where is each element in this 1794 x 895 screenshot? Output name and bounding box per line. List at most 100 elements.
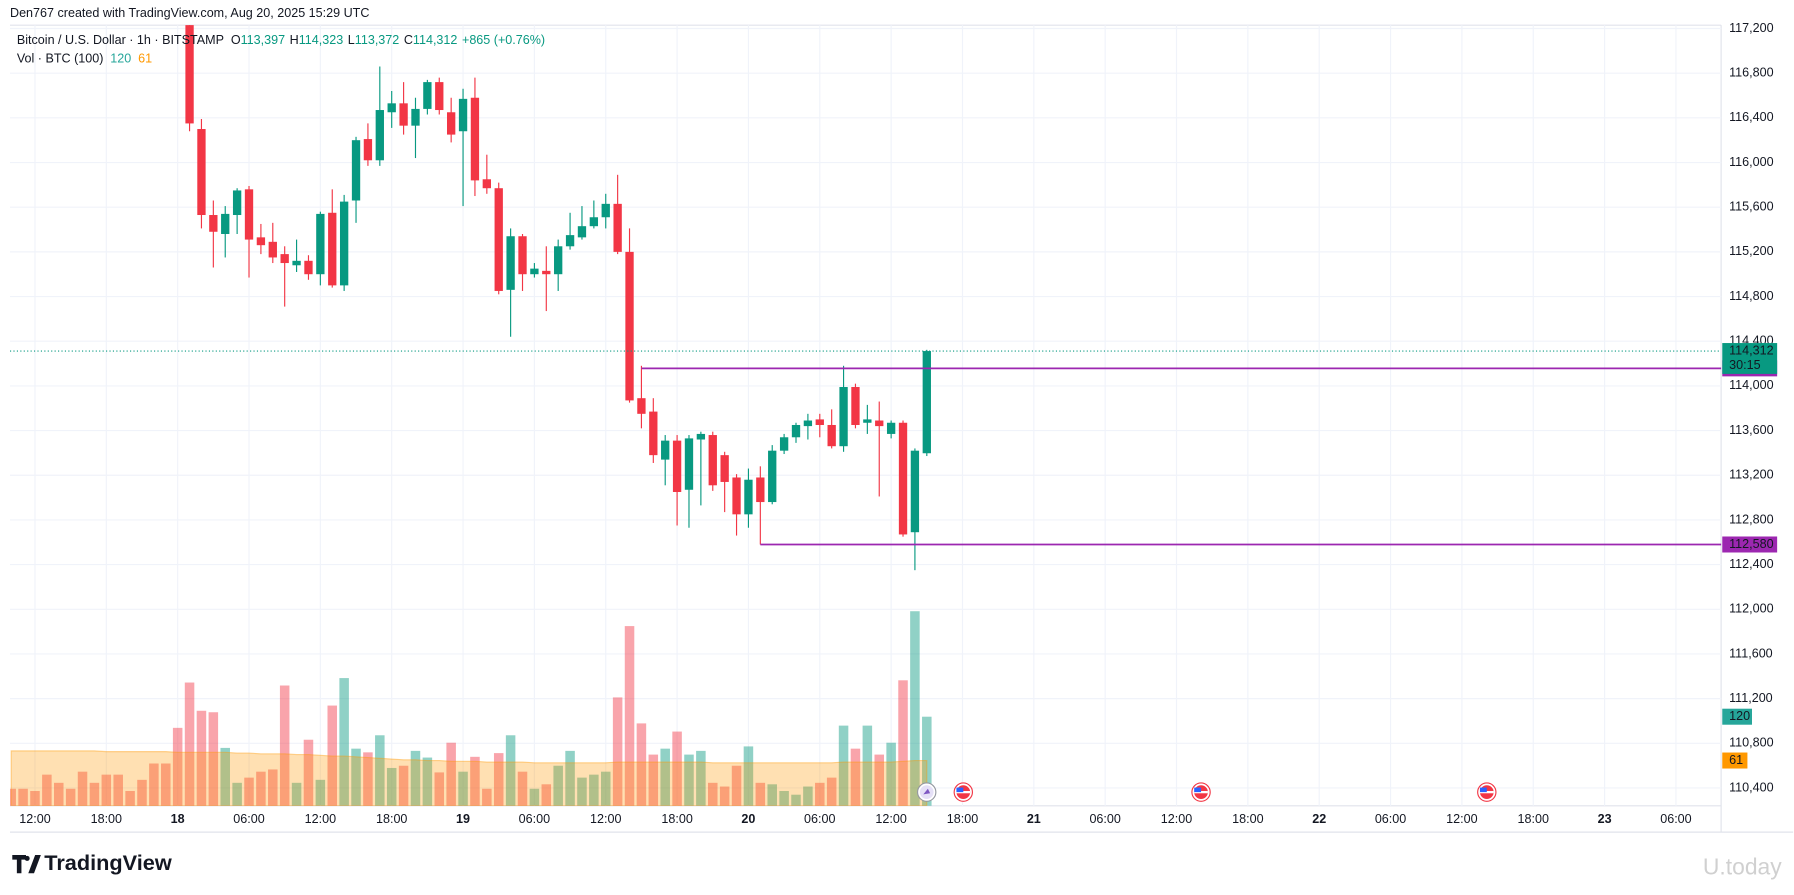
volume-ma-area [10, 750, 928, 806]
volume-bar [339, 678, 349, 806]
candle-body [839, 387, 848, 447]
candle-body [280, 254, 289, 264]
volume-bar [553, 765, 563, 806]
candle-body [554, 246, 563, 275]
volume-bar [398, 765, 409, 806]
y-tick-label: 112,800 [1729, 512, 1773, 526]
candle-body [399, 103, 408, 126]
candle-body [577, 226, 587, 238]
y-tick-label: 111,600 [1729, 646, 1773, 660]
candle-body [768, 450, 777, 503]
volume-bar [137, 779, 147, 806]
volume-bar [826, 777, 837, 806]
event-icon[interactable] [1477, 782, 1497, 802]
volume-bar [922, 716, 932, 806]
candle-body [851, 387, 860, 425]
volume-bar [53, 782, 64, 806]
candle-body [815, 419, 824, 425]
x-tick-label: 06:00 [1660, 812, 1691, 826]
y-tick-label: 116,400 [1729, 110, 1773, 124]
event-icon[interactable] [1191, 782, 1211, 802]
x-tick-label: 12:00 [1161, 812, 1192, 826]
candle-body [244, 189, 254, 240]
y-tick-label: 116,800 [1729, 66, 1773, 80]
candle-body [589, 217, 599, 227]
candle-body [268, 241, 277, 258]
candle-body [744, 479, 753, 515]
volume-ma-label: 61 [1729, 753, 1743, 767]
ohlc-value: 113,397 [241, 33, 285, 47]
x-tick-label: 19 [456, 812, 470, 826]
volume-bar [482, 788, 492, 806]
volume-bar [541, 784, 552, 806]
volume-bar [803, 786, 813, 806]
level-label: 112,580 [1729, 537, 1773, 551]
y-tick-label: 112,400 [1729, 557, 1773, 571]
volume-label: 120 [1729, 709, 1750, 723]
candle-body [803, 420, 813, 427]
candle-body [316, 213, 325, 275]
y-tick-label: 114,800 [1729, 289, 1773, 303]
volume-bar [612, 697, 623, 806]
x-tick-label: 18 [171, 812, 185, 826]
volume-bar [696, 750, 706, 806]
volume-bar [363, 752, 373, 806]
volume-bar [386, 767, 397, 806]
x-tick-label: 21 [1027, 812, 1041, 826]
candle-body [185, 25, 194, 124]
candle-body [209, 215, 218, 232]
candle-body [649, 411, 658, 456]
volume-bar [422, 757, 433, 806]
volume-bar [600, 771, 611, 806]
candle-body [827, 424, 836, 447]
volume-pane [10, 611, 932, 806]
x-tick-label: 12:00 [19, 812, 50, 826]
candle-body [601, 203, 610, 218]
volume-bar [862, 725, 873, 806]
candle-body [661, 440, 670, 460]
ohlc-key: L [348, 33, 355, 47]
volume-bar [18, 788, 28, 806]
x-tick-label: 18:00 [661, 812, 692, 826]
candle-body [863, 419, 872, 423]
x-tick-label: 18:00 [1232, 812, 1263, 826]
last-price-box [1722, 343, 1778, 374]
candle-body [339, 201, 349, 286]
x-tick-label: 06:00 [1375, 812, 1406, 826]
volume-value: 120 [110, 52, 131, 66]
candle-body [423, 82, 432, 109]
event-icon[interactable] [953, 782, 974, 802]
x-tick-label: 18:00 [376, 812, 407, 826]
candle-body [256, 237, 266, 246]
candle-body [363, 139, 373, 161]
level-label-box [1722, 536, 1778, 553]
event-icon[interactable] [917, 782, 937, 802]
candle-body [791, 424, 801, 438]
volume-bar [684, 754, 694, 806]
volume-bar [315, 779, 326, 806]
candle-pane [185, 25, 931, 571]
y-tick-label: 110,800 [1729, 736, 1773, 750]
y-tick-label: 115,600 [1729, 200, 1773, 214]
candle-body [506, 236, 515, 290]
x-tick-label: 12:00 [590, 812, 621, 826]
volume-bar [65, 788, 76, 806]
volume-bar [89, 782, 100, 806]
volume-bar [279, 685, 290, 806]
candle-body [708, 435, 717, 486]
change: +865 (+0.76%) [462, 33, 545, 47]
candle-body [898, 422, 908, 535]
x-tick-label: 06:00 [1089, 812, 1120, 826]
x-tick-label: 12:00 [305, 812, 336, 826]
volume-bar [327, 705, 338, 806]
candle-body [446, 112, 456, 135]
candle-body [232, 190, 242, 216]
x-tick-label: 18:00 [947, 812, 978, 826]
volume-bar [636, 723, 647, 806]
volume-bar [375, 735, 385, 806]
ohlc: O113,397 H114,323 L113,372 C114,312 [231, 33, 458, 47]
candle-body [197, 129, 206, 216]
